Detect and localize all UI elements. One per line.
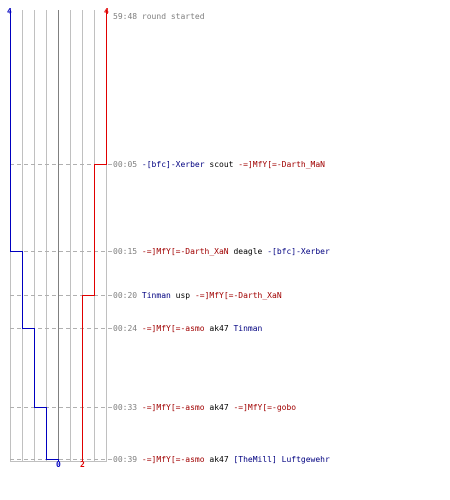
weapon-name: ak47 [209, 324, 229, 333]
event-row: 00:24 -=]MfY[=-asmo ak47 Tinman [113, 324, 262, 334]
killer-name: -=]MfY[=-Darth_XaN [141, 247, 229, 256]
event-gridlines [10, 164, 112, 460]
event-row: 00:20 Tinman usp -=]MfY[=-Darth_XaN [113, 291, 282, 301]
victim-name: -[bfc]-Xerber [267, 247, 330, 256]
weapon-name: ak47 [209, 455, 229, 464]
victim-name: -=]MfY[=-gobo [233, 403, 297, 412]
round-start-row: 59:48 round started [113, 12, 205, 22]
weapon-name: deagle [233, 247, 263, 256]
event-time: 00:33 [113, 403, 138, 412]
killer-name: Tinman [141, 291, 171, 300]
event-row: 00:15 -=]MfY[=-Darth_XaN deagle -[bfc]-X… [113, 247, 330, 257]
event-time: 00:20 [113, 291, 138, 300]
vertical-gridlines [10, 10, 107, 462]
event-time: 00:05 [113, 160, 138, 169]
victim-name: [TheMill] Luftgewehr [233, 455, 330, 464]
weapon-name: ak47 [209, 403, 229, 412]
killer-name: -[bfc]-Xerber [141, 160, 205, 169]
victim-name: -=]MfY[=-Darth_MaN [238, 160, 325, 169]
blue-end-count: 0 [56, 460, 61, 469]
victim-name: -=]MfY[=-Darth_XaN [194, 291, 282, 300]
round-start-text: round started [141, 12, 205, 21]
victim-name: Tinman [233, 324, 263, 333]
event-time: 00:15 [113, 247, 138, 256]
killer-name: -=]MfY[=-asmo [141, 403, 205, 412]
weapon-name: scout [209, 160, 234, 169]
blue-team-alive-line [10, 10, 59, 461]
killer-name: -=]MfY[=-asmo [141, 455, 205, 464]
weapon-name: usp [175, 291, 191, 300]
red-start-count: 4 [104, 7, 109, 16]
blue-start-count: 4 [7, 7, 12, 16]
event-row: 00:05 -[bfc]-Xerber scout -=]MfY[=-Darth… [113, 160, 325, 170]
event-time: 00:39 [113, 455, 138, 464]
event-row: 00:33 -=]MfY[=-asmo ak47 -=]MfY[=-gobo [113, 403, 296, 413]
red-end-count: 2 [80, 460, 85, 469]
red-team-alive-line [82, 10, 107, 461]
event-row: 00:39 -=]MfY[=-asmo ak47 [TheMill] Luftg… [113, 455, 330, 465]
event-time: 00:24 [113, 324, 138, 333]
killer-name: -=]MfY[=-asmo [141, 324, 205, 333]
round-start-time: 59:48 [113, 12, 138, 21]
